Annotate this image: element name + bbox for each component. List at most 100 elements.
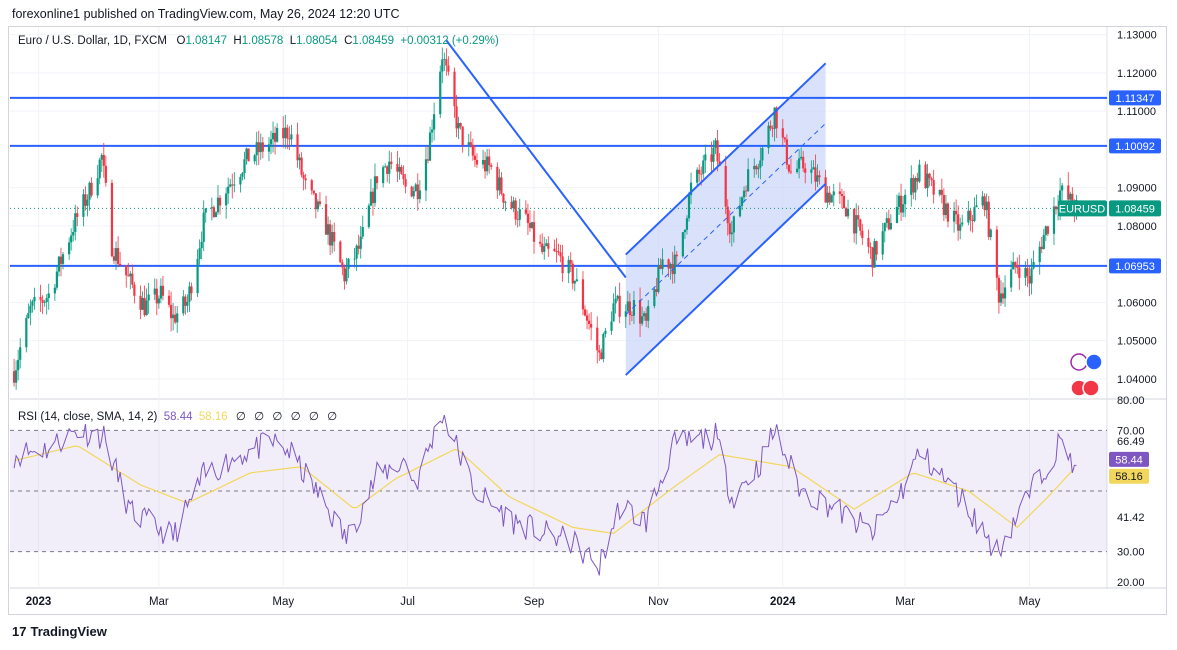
candle-body bbox=[895, 206, 899, 224]
candle-body bbox=[1024, 268, 1027, 278]
na-value-1: ∅ bbox=[235, 411, 246, 423]
candle-body bbox=[804, 168, 807, 173]
candle-body bbox=[418, 190, 421, 200]
candle-body bbox=[231, 184, 234, 186]
tradingview-footer[interactable]: 17 TradingView bbox=[12, 624, 107, 639]
candle-body bbox=[382, 167, 385, 184]
candle-body bbox=[755, 166, 758, 170]
symbol-legend[interactable]: Euro / U.S. Dollar, 1D, FXCM O1.08147 H1… bbox=[18, 35, 499, 47]
candle-body bbox=[944, 203, 948, 216]
candle-body bbox=[567, 259, 570, 274]
candle-body bbox=[812, 167, 815, 170]
candle-body bbox=[341, 262, 344, 268]
candle-body bbox=[316, 201, 319, 210]
candle-body bbox=[559, 252, 562, 257]
candle-body bbox=[989, 229, 992, 238]
candle-body bbox=[129, 273, 132, 277]
candle-body bbox=[326, 224, 330, 235]
candle-body bbox=[557, 251, 560, 253]
candle-body bbox=[975, 205, 978, 208]
candle-body bbox=[826, 192, 829, 203]
open-value: 1.08147 bbox=[185, 35, 228, 47]
candle-body bbox=[143, 297, 146, 316]
candle-body bbox=[402, 173, 405, 180]
candle-body bbox=[388, 161, 391, 174]
candle-body bbox=[490, 165, 493, 167]
candle-body bbox=[473, 155, 476, 160]
candle-body bbox=[318, 201, 322, 205]
candle-body bbox=[271, 132, 275, 140]
candle-body bbox=[638, 300, 642, 324]
candle-body bbox=[728, 223, 731, 235]
na-value-6: ∅ bbox=[327, 411, 338, 423]
time-tick-label: Sep bbox=[524, 596, 544, 608]
candle-body bbox=[104, 165, 107, 183]
candle-body bbox=[899, 195, 903, 213]
candle-body bbox=[169, 304, 173, 319]
candle-body bbox=[840, 193, 844, 197]
candle-body bbox=[459, 123, 462, 127]
candle-body bbox=[68, 242, 71, 255]
rsi-title: RSI (14, close, SMA, 14, 2) bbox=[18, 411, 158, 423]
candle-body bbox=[367, 205, 370, 228]
candle-body bbox=[952, 210, 956, 222]
candle-body bbox=[61, 254, 65, 264]
candle-body bbox=[1016, 267, 1019, 268]
rsi-pane bbox=[10, 414, 1107, 576]
candle-body bbox=[96, 178, 99, 196]
candle-body bbox=[969, 210, 972, 220]
candle-body bbox=[339, 241, 342, 263]
rsi-tick-label: 41.42 bbox=[1117, 512, 1145, 524]
candle-body bbox=[290, 134, 293, 140]
level-badge-label: 1.10092 bbox=[1115, 141, 1155, 153]
trendline[interactable] bbox=[445, 39, 627, 279]
candle-body bbox=[873, 241, 876, 268]
candle-body bbox=[800, 156, 803, 159]
candle-body bbox=[1026, 268, 1029, 277]
candle-body bbox=[141, 297, 144, 310]
candle-body bbox=[971, 219, 974, 221]
candle-body bbox=[539, 241, 542, 244]
candle-body bbox=[553, 248, 556, 252]
candles bbox=[12, 47, 1078, 390]
candle-body bbox=[687, 195, 691, 219]
time-tick-label: Mar bbox=[149, 596, 169, 608]
candle-body bbox=[844, 208, 848, 217]
channel-upper-line[interactable] bbox=[625, 62, 827, 256]
dividend-icon[interactable] bbox=[1070, 353, 1088, 371]
candle-body bbox=[904, 194, 907, 205]
candle-body bbox=[359, 236, 362, 249]
candle-body bbox=[1032, 262, 1035, 269]
candle-body bbox=[447, 65, 450, 72]
candle-body bbox=[84, 194, 87, 206]
us-flag-icon-2[interactable] bbox=[1082, 379, 1100, 397]
price-tick-label: 1.12000 bbox=[1117, 68, 1157, 80]
candle-body bbox=[55, 271, 58, 288]
candle-body bbox=[530, 222, 534, 228]
candle-body bbox=[983, 196, 986, 211]
candle-body bbox=[995, 229, 998, 278]
candle-body bbox=[573, 280, 576, 284]
candle-body bbox=[514, 200, 517, 220]
candle-body bbox=[404, 179, 407, 187]
price-tick-label: 1.09000 bbox=[1117, 183, 1157, 195]
candle-body bbox=[626, 301, 629, 312]
eu-flag-icon[interactable] bbox=[1085, 353, 1103, 371]
candle-body bbox=[714, 140, 717, 148]
rsi-legend[interactable]: RSI (14, close, SMA, 14, 2) 58.44 58.16 … bbox=[18, 409, 337, 423]
candle-body bbox=[795, 168, 799, 173]
candle-body bbox=[1003, 287, 1007, 299]
candle-body bbox=[47, 293, 50, 299]
candle-body bbox=[496, 166, 499, 191]
channel-lower-line[interactable] bbox=[625, 183, 827, 376]
candle-body bbox=[981, 196, 984, 206]
candle-body bbox=[41, 299, 44, 303]
candle-body bbox=[353, 258, 356, 260]
candle-body bbox=[957, 214, 960, 231]
candle-body bbox=[781, 128, 784, 138]
candle-body bbox=[12, 371, 16, 383]
candle-body bbox=[243, 159, 246, 173]
time-tick-label: 2024 bbox=[770, 596, 796, 608]
candle-body bbox=[25, 318, 28, 348]
